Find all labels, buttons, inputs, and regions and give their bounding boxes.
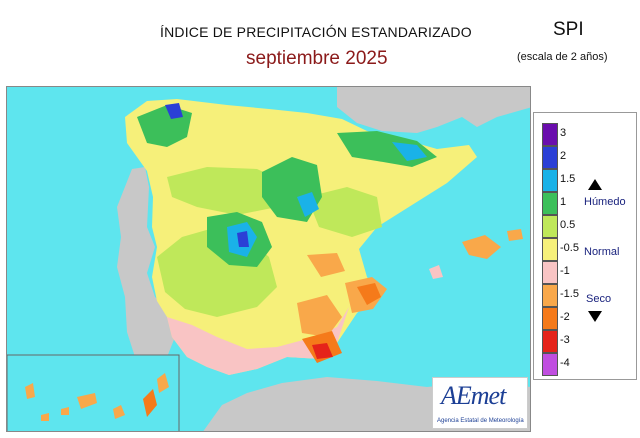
spi-zone-pink bbox=[167, 307, 349, 375]
legend-tick-label: 3 bbox=[560, 127, 567, 139]
logo-wordmark: AEmet bbox=[441, 381, 506, 410]
ibiza-island bbox=[429, 265, 443, 279]
page-title: ÍNDICE DE PRECIPITACIÓN ESTANDARIZADO bbox=[160, 24, 472, 40]
legend-swatch bbox=[542, 307, 558, 330]
legend-tick-label: -4 bbox=[560, 357, 570, 369]
legend-swatch bbox=[542, 261, 558, 284]
legend-tick-label: -1.5 bbox=[560, 288, 579, 300]
canary-island-fuerteventura bbox=[143, 389, 157, 417]
wet-arrow-icon bbox=[588, 179, 602, 190]
legend-swatch bbox=[542, 238, 558, 261]
spi-zone-cyan-3 bbox=[392, 142, 427, 161]
canary-island-gomera bbox=[61, 407, 69, 415]
logo-subtitle: Agencia Estatal de Meteorología bbox=[437, 418, 524, 424]
dry-arrow-icon bbox=[588, 311, 602, 322]
legend-tick-label: 0.5 bbox=[560, 219, 576, 231]
canary-island-lanzarote bbox=[157, 373, 169, 393]
spi-zone-orange-valencia bbox=[357, 283, 381, 305]
legend-tick-label: 1 bbox=[560, 196, 567, 208]
spi-zone-cyan-2 bbox=[297, 192, 319, 217]
portugal-land bbox=[117, 167, 175, 363]
legend-swatch bbox=[542, 215, 558, 238]
legend-swatch bbox=[542, 169, 558, 192]
spi-zone-light-green-2 bbox=[307, 187, 382, 237]
index-name: SPI bbox=[553, 19, 584, 40]
legend-swatch bbox=[542, 353, 558, 376]
legend-swatch bbox=[542, 146, 558, 169]
legend-category-normal: Normal bbox=[584, 246, 620, 258]
spi-zone-orange-murcia bbox=[297, 295, 342, 337]
spi-zone-blue-center bbox=[237, 231, 249, 247]
spi-zone-light-green-3 bbox=[167, 167, 287, 215]
legend-swatch bbox=[542, 284, 558, 307]
legend-swatch bbox=[542, 192, 558, 215]
aemet-logo: AEmet Agencia Estatal de Meteorología bbox=[432, 377, 528, 429]
scale-note: (escala de 2 años) bbox=[517, 51, 608, 63]
legend-tick-label: -2 bbox=[560, 311, 570, 323]
france-land bbox=[337, 87, 530, 133]
legend-category-wet: Húmedo bbox=[584, 196, 626, 208]
page-subtitle: septiembre 2025 bbox=[246, 48, 388, 69]
spi-zone-red-almeria bbox=[312, 343, 333, 359]
legend-tick-label: -3 bbox=[560, 334, 570, 346]
mallorca-island bbox=[462, 235, 501, 259]
legend-tick-label: 2 bbox=[560, 150, 567, 162]
legend-tick-label: -0.5 bbox=[560, 242, 579, 254]
map-svg bbox=[7, 87, 530, 431]
canary-island-la-palma bbox=[25, 383, 35, 399]
spi-map bbox=[6, 86, 531, 432]
canary-island-hierro bbox=[41, 413, 49, 421]
menorca-island bbox=[507, 229, 523, 241]
canary-island-tenerife bbox=[77, 393, 97, 409]
legend-tick-label: -1 bbox=[560, 265, 570, 277]
legend-category-dry: Seco bbox=[586, 293, 612, 305]
canary-island-gran-canaria bbox=[113, 405, 125, 419]
legend: 3 2 1.5 1 0.5 -0.5 -1 -1.5 -2 -3 -4 Húmedo Normal … bbox=[533, 112, 637, 380]
legend-swatch bbox=[542, 123, 558, 146]
spi-zone-blue-north bbox=[165, 103, 183, 119]
legend-swatch bbox=[542, 330, 558, 353]
legend-tick-label: 1.5 bbox=[560, 173, 576, 185]
spi-zone-orange-center bbox=[307, 253, 345, 277]
